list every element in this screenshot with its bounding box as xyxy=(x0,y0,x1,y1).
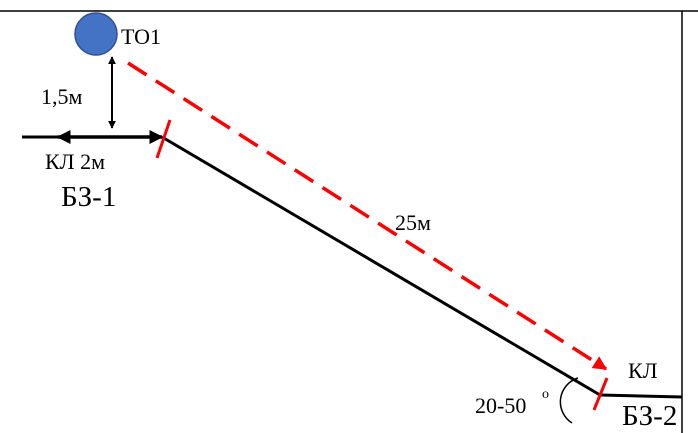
degree-sign: о xyxy=(542,387,549,402)
zone-1-label: БЗ-1 xyxy=(61,181,117,213)
angle-arc xyxy=(559,377,579,424)
point-label: ТО1 xyxy=(121,24,162,49)
height-label: 1,5м xyxy=(41,84,83,109)
zone-2-label: БЗ-2 xyxy=(622,400,678,432)
lower-ground-line xyxy=(599,393,683,399)
angle-label: 20-50 о xyxy=(475,388,549,418)
angle-value: 20-50 xyxy=(475,393,527,418)
cable-right-label: КЛ xyxy=(628,358,658,383)
distance-arrow xyxy=(127,61,608,371)
boundary-tick-lower xyxy=(592,377,609,411)
boundary-tick-upper xyxy=(155,119,172,159)
point-marker-icon xyxy=(74,12,118,56)
slope-line xyxy=(161,135,601,397)
cable-left-label: КЛ 2м xyxy=(45,149,106,174)
distance-label: 25м xyxy=(395,210,431,235)
